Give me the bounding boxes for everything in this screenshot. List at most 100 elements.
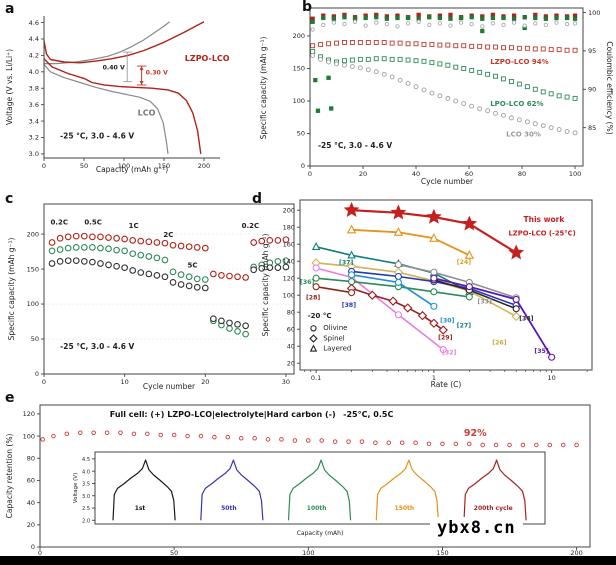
svg-text:-25 °C, 3.0 - 4.6 V: -25 °C, 3.0 - 4.6 V — [318, 141, 392, 150]
svg-text:[37]: [37] — [339, 260, 353, 267]
svg-text:40: 40 — [27, 499, 35, 507]
svg-text:5C: 5C — [188, 262, 198, 270]
panel-a: 0 50 100 150 200 3.0 3.2 3.4 3.6 3.8 4.0 4.2 4.4 4.6 C… — [5, 16, 230, 174]
svg-text:Capacity (mAh g⁻¹): Capacity (mAh g⁻¹) — [96, 165, 168, 174]
panel-a-letter: a — [5, 1, 15, 17]
svg-text:200: 200 — [198, 162, 210, 170]
series-cycle-200th-curve — [463, 459, 527, 521]
series-legend-spinel-marker — [309, 334, 318, 343]
svg-text:92%: 92% — [464, 428, 487, 439]
svg-text:4.6: 4.6 — [29, 19, 39, 27]
bottom-border — [0, 556, 616, 565]
svg-text:[29]: [29] — [438, 334, 452, 341]
svg-text:80: 80 — [27, 454, 35, 462]
svg-text:3.6: 3.6 — [29, 101, 39, 109]
panel-e: 0 50 100 150 200 0 20 40 60 80 100 120 Capacity rete… — [5, 404, 591, 557]
svg-text:1C: 1C — [129, 222, 139, 230]
svg-text:[38]: [38] — [342, 302, 356, 309]
series-ref-30-olivine — [348, 271, 438, 310]
series-this-work-lzpo-lco — [343, 201, 525, 260]
panel-b: 0 20 40 60 80 100 0 50 100 150 200 85 90 95 100 Cycle n… — [259, 7, 614, 186]
panel-d: 0.1 1 10 20 40 60 80 100 120 140 160 180 200 Rate (C)… — [261, 199, 593, 389]
series-lpo-lco-rate — [48, 244, 290, 338]
svg-text:150: 150 — [158, 162, 170, 170]
series-lco-capacity — [310, 53, 578, 136]
svg-text:1st: 1st — [135, 505, 146, 512]
svg-text:Cycle number: Cycle number — [421, 177, 474, 186]
svg-text:200: 200 — [27, 230, 39, 238]
svg-text:100: 100 — [118, 162, 130, 170]
series-lzpo-lco-rate — [48, 232, 290, 281]
svg-text:Layered: Layered — [323, 344, 351, 352]
svg-text:[35]: [35] — [534, 348, 548, 355]
svg-text:10: 10 — [548, 374, 556, 382]
series-lzpo-lco-discharge — [43, 58, 202, 154]
svg-text:LPO-LCO 62%: LPO-LCO 62% — [490, 100, 543, 108]
svg-text:Specific capacity (mAh g⁻¹): Specific capacity (mAh g⁻¹) — [261, 234, 270, 337]
svg-text:Coulombic efficiency (%): Coulombic efficiency (%) — [605, 41, 614, 134]
svg-text:Specific capacity (mAh g⁻¹): Specific capacity (mAh g⁻¹) — [7, 238, 16, 341]
series-lpo-lco-ce-outliers — [313, 25, 527, 113]
svg-text:0: 0 — [301, 162, 305, 170]
svg-text:60: 60 — [465, 170, 473, 178]
series-lco-discharge — [43, 64, 169, 154]
svg-text:-25 °C, 3.0 - 4.6 V: -25 °C, 3.0 - 4.6 V — [60, 342, 134, 351]
svg-text:-20 °C: -20 °C — [308, 312, 332, 320]
svg-text:150: 150 — [293, 65, 305, 73]
svg-text:3.0: 3.0 — [82, 494, 90, 500]
svg-text:50th: 50th — [221, 505, 237, 512]
series-legend-layered-marker — [309, 344, 318, 352]
svg-text:80: 80 — [287, 308, 295, 316]
svg-text:LZPO-LCO (-25°C): LZPO-LCO (-25°C) — [508, 230, 575, 238]
svg-text:-25 °C, 3.0 - 4.6 V: -25 °C, 3.0 - 4.6 V — [60, 131, 134, 140]
svg-text:4.4: 4.4 — [29, 35, 39, 43]
svg-text:This work: This work — [524, 215, 566, 224]
svg-text:100: 100 — [23, 432, 35, 440]
svg-text:180: 180 — [283, 223, 295, 231]
svg-text:4.0: 4.0 — [29, 68, 39, 76]
svg-text:0: 0 — [38, 549, 42, 557]
svg-text:3.5: 3.5 — [82, 482, 90, 488]
svg-text:4.0: 4.0 — [82, 469, 90, 475]
svg-text:160: 160 — [283, 240, 295, 248]
svg-text:3.2: 3.2 — [29, 134, 39, 142]
panel-b-letter: b — [302, 0, 313, 15]
svg-text:Full cell: (+) LZPO-LCO|electr: Full cell: (+) LZPO-LCO|electrolyte|Hard… — [110, 410, 336, 419]
svg-text:-25°C, 0.5C: -25°C, 0.5C — [343, 410, 393, 419]
svg-text:Voltage (V): Voltage (V) — [73, 473, 79, 503]
svg-text:[27]: [27] — [457, 323, 471, 330]
series-ref-36-olivine — [312, 274, 473, 301]
series-lco-rate — [48, 257, 290, 330]
svg-text:40: 40 — [412, 170, 420, 178]
svg-text:30: 30 — [282, 378, 290, 386]
series-ref-28-olivine — [312, 283, 356, 297]
svg-text:[26]: [26] — [492, 340, 506, 347]
svg-text:0: 0 — [35, 370, 39, 378]
series-cycle-150th-curve — [375, 459, 439, 521]
panel-e-inset: 2.0 2.5 3.0 3.5 4.0 4.5 Capacity (mAh) Voltage … — [73, 451, 546, 537]
panel-c-letter: c — [5, 191, 14, 207]
svg-text:2C: 2C — [163, 231, 173, 239]
svg-text:2.5: 2.5 — [82, 506, 90, 512]
svg-text:0: 0 — [42, 378, 46, 386]
svg-text:90: 90 — [588, 86, 596, 94]
svg-text:0.2C: 0.2C — [242, 222, 260, 230]
series-cycle-50th-curve — [200, 459, 264, 521]
svg-text:2.0: 2.0 — [82, 519, 90, 525]
svg-text:10: 10 — [121, 378, 129, 386]
series-lco-coulombic-efficiency — [310, 19, 578, 32]
svg-text:0: 0 — [42, 162, 46, 170]
svg-text:4.5: 4.5 — [82, 457, 90, 463]
svg-text:200: 200 — [293, 32, 305, 40]
watermark: ybx8.cn — [430, 517, 523, 539]
svg-text:0.2C: 0.2C — [50, 218, 68, 226]
svg-text:50: 50 — [80, 162, 88, 170]
svg-text:60: 60 — [287, 325, 295, 333]
svg-text:Rate (C): Rate (C) — [431, 380, 462, 389]
svg-text:0.30 V: 0.30 V — [146, 69, 168, 76]
svg-text:85: 85 — [588, 124, 596, 132]
svg-text:Capacity (mAh): Capacity (mAh) — [297, 530, 344, 537]
svg-text:50: 50 — [170, 549, 178, 557]
svg-text:0.40 V: 0.40 V — [103, 64, 125, 71]
